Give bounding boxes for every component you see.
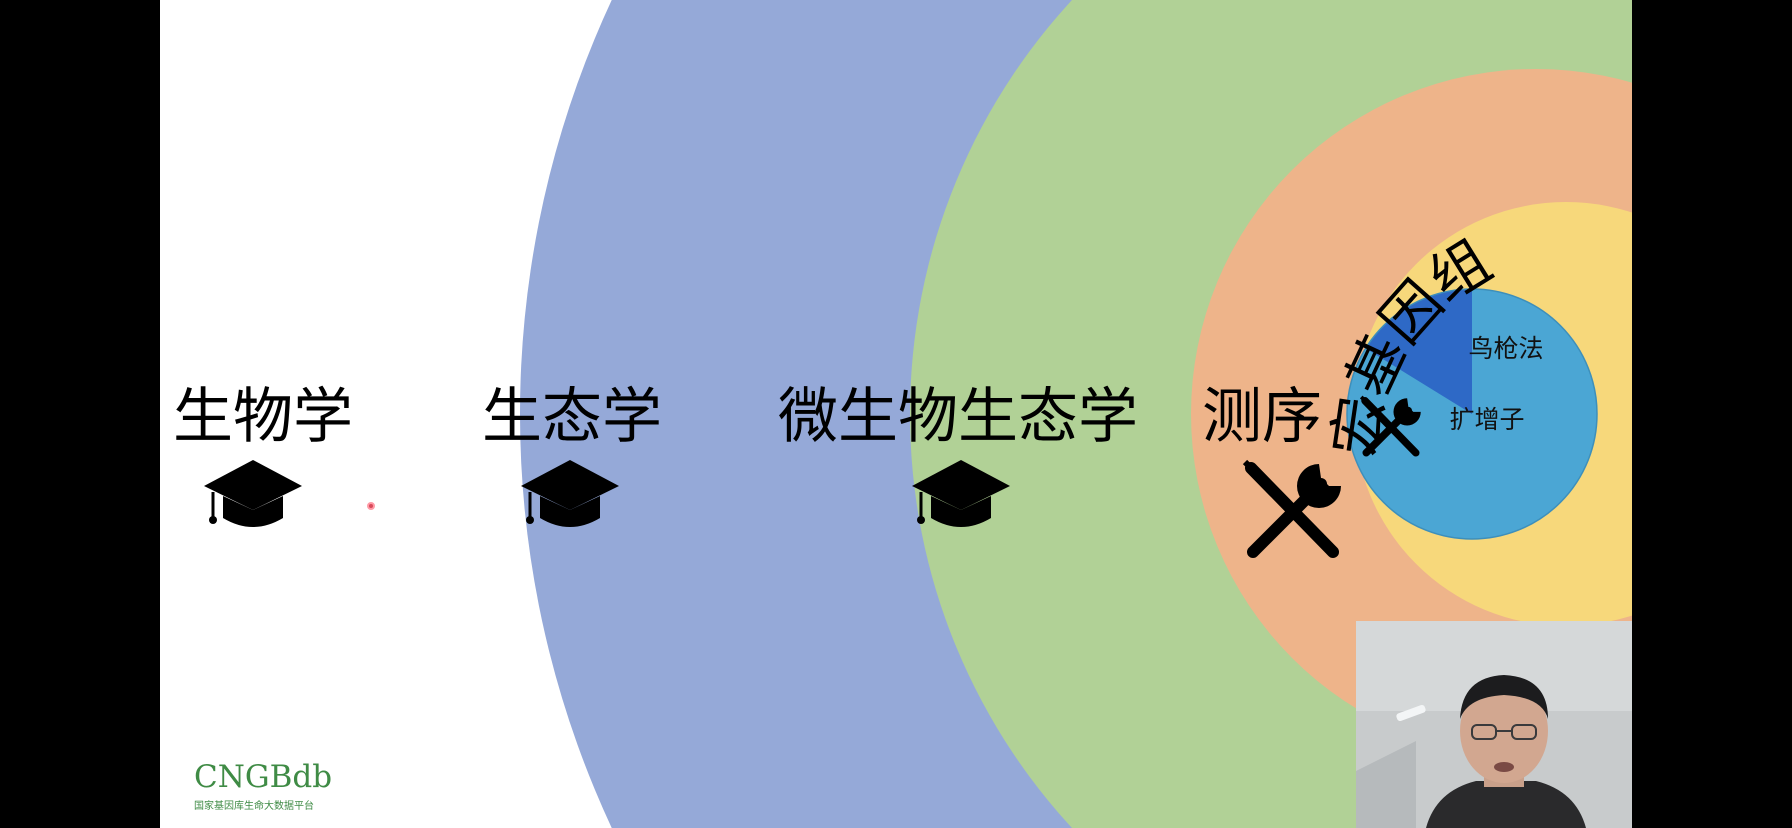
logo-subtitle: 国家基因库生命大数据平台 [194,801,314,812]
cngbdb-logo: CNGBdb 国家基因库生命大数据平台 [194,762,344,818]
laser-pointer-dot [367,502,375,510]
amplicon-label: 扩增子 [1449,405,1524,434]
slide: 生物学 生态学 微生物生态学 测序 宏基因组 鸟枪法 扩增子 [160,0,1632,828]
graduation-cap-icon [521,460,619,527]
biology-label: 生物学 [173,382,353,452]
ecology-label: 生态学 [482,382,662,452]
shotgun-slice [1365,288,1472,414]
logo-name: CNGBdb [194,759,333,795]
shotgun-label: 鸟枪法 [1468,334,1543,363]
graduation-cap-icon [912,460,1010,527]
microbial-ecology-label: 微生物生态学 [778,382,1138,452]
tools-icon [1242,459,1341,558]
sequencing-label: 测序 [1202,382,1322,452]
graduation-cap-icon [204,460,302,527]
webcam-video [1356,621,1632,828]
tools-icon [1359,395,1421,457]
